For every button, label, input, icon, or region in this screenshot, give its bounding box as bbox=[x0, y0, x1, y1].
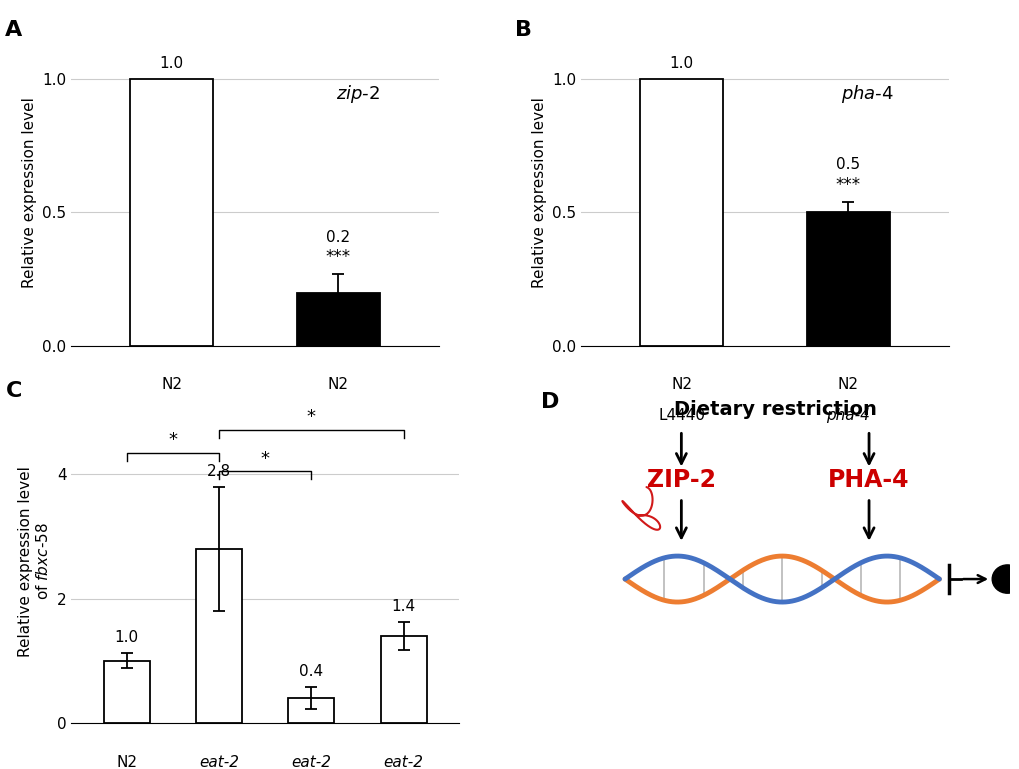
Text: N2: N2 bbox=[116, 755, 138, 769]
Bar bbox=[639, 78, 722, 346]
Bar bbox=[104, 661, 150, 723]
Text: A: A bbox=[5, 20, 22, 40]
Bar bbox=[196, 549, 242, 723]
Text: N2: N2 bbox=[328, 377, 348, 392]
Y-axis label: Relative expression level
of $\it{fbxc}$-$\it{58}$: Relative expression level of $\it{fbxc}$… bbox=[17, 466, 51, 657]
Text: zip-2: zip-2 bbox=[320, 408, 357, 423]
Text: 0.4: 0.4 bbox=[299, 664, 323, 679]
Text: eat-2: eat-2 bbox=[291, 755, 331, 769]
Bar bbox=[288, 698, 334, 723]
Text: *: * bbox=[307, 408, 316, 427]
Text: 1.0: 1.0 bbox=[668, 56, 693, 71]
Text: N2: N2 bbox=[838, 377, 858, 392]
Text: C: C bbox=[5, 381, 21, 401]
Text: 0.2: 0.2 bbox=[326, 230, 351, 245]
Text: L4440: L4440 bbox=[148, 408, 195, 423]
Text: Dietary restriction: Dietary restriction bbox=[674, 400, 875, 419]
Text: 1.0: 1.0 bbox=[114, 631, 139, 645]
Text: ***: *** bbox=[836, 176, 860, 194]
Y-axis label: Relative expression level: Relative expression level bbox=[21, 97, 37, 288]
Text: *: * bbox=[168, 431, 177, 449]
Text: L4440: L4440 bbox=[657, 408, 704, 423]
Text: N2: N2 bbox=[161, 377, 181, 392]
Text: 2.8: 2.8 bbox=[207, 464, 231, 479]
Text: pha-4: pha-4 bbox=[825, 408, 869, 423]
Text: eat-2: eat-2 bbox=[199, 755, 238, 769]
Bar bbox=[380, 636, 426, 723]
Text: eat-2: eat-2 bbox=[383, 755, 423, 769]
Text: ***: *** bbox=[326, 248, 351, 266]
Text: $\it{zip}$-$\it{2}$: $\it{zip}$-$\it{2}$ bbox=[335, 83, 379, 105]
Text: 1.4: 1.4 bbox=[391, 599, 416, 614]
Bar bbox=[297, 292, 380, 346]
Text: PHA-4: PHA-4 bbox=[827, 468, 909, 492]
Y-axis label: Relative expression level: Relative expression level bbox=[531, 97, 546, 288]
Bar bbox=[806, 212, 890, 346]
Ellipse shape bbox=[991, 565, 1019, 593]
Bar bbox=[129, 78, 213, 346]
Text: $\it{pha}$-$\it{4}$: $\it{pha}$-$\it{4}$ bbox=[841, 83, 894, 105]
Text: N2: N2 bbox=[671, 377, 691, 392]
Text: 1.0: 1.0 bbox=[159, 56, 183, 71]
Text: D: D bbox=[540, 391, 558, 411]
Text: B: B bbox=[515, 20, 532, 40]
Text: ZIP-2: ZIP-2 bbox=[646, 468, 715, 492]
Text: 0.5: 0.5 bbox=[836, 158, 860, 172]
Text: *: * bbox=[261, 450, 269, 468]
